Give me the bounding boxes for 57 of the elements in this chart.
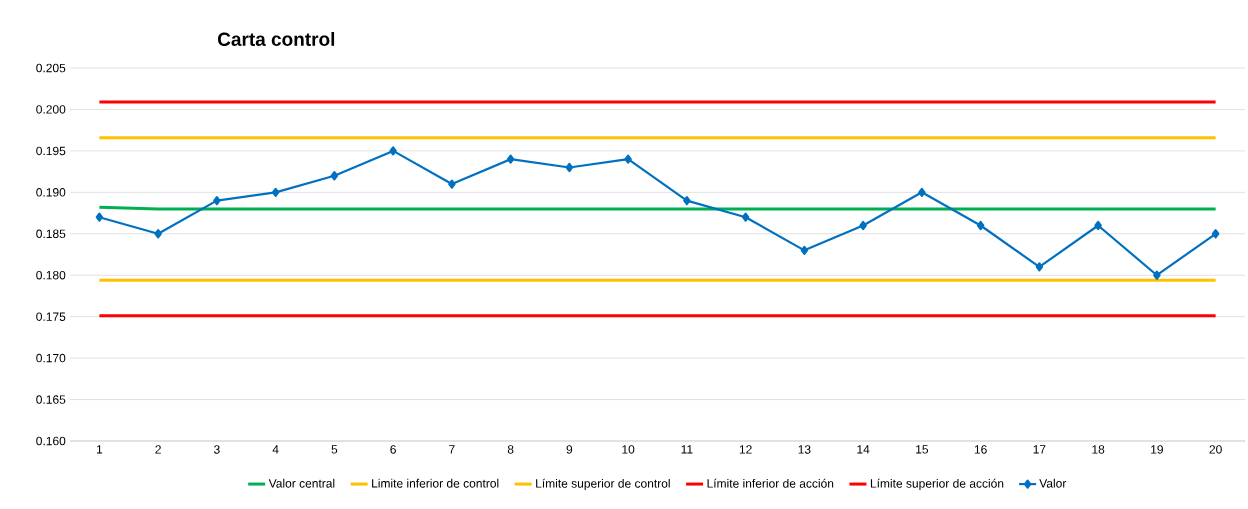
legend-label: Limite inferior de control: [372, 478, 499, 488]
x-tick-label: 11: [681, 445, 693, 454]
x-tick-label: 12: [739, 445, 752, 454]
x-tick-label: 6: [390, 445, 396, 454]
x-tick-label: 15: [916, 445, 929, 454]
x-tick-label: 3: [213, 445, 220, 454]
y-tick-label: 0.195: [36, 146, 66, 156]
legend-label: Valor: [1039, 478, 1067, 488]
point: [330, 171, 339, 181]
point: [1153, 270, 1161, 280]
point: [271, 187, 280, 197]
x-tick-label: 18: [1092, 445, 1105, 454]
legend-label: Límite superior de acción: [870, 478, 1004, 491]
point: [448, 179, 456, 189]
x-tick-label: 4: [272, 445, 279, 454]
point: [859, 220, 867, 231]
point: [506, 154, 515, 164]
point: [1035, 262, 1044, 272]
y-tick-label: 0.165: [36, 395, 66, 404]
y-tick-label: 0.160: [36, 436, 66, 446]
point: [565, 162, 574, 173]
point: [213, 196, 221, 206]
y-tick-label: 0.200: [36, 105, 66, 114]
point: [1211, 229, 1220, 239]
x-tick-label: 13: [798, 445, 811, 454]
point: [741, 212, 750, 222]
y-tick-label: 0.190: [36, 188, 66, 197]
point: [624, 154, 632, 164]
x-tick-label: 2: [155, 445, 161, 454]
chart-title: Carta control: [217, 32, 335, 46]
point: [918, 187, 926, 197]
x-tick-label: 7: [449, 445, 455, 454]
x-tick-label: 1: [96, 445, 103, 454]
point: [683, 196, 691, 206]
point: [95, 212, 104, 222]
x-tick-label: 16: [974, 445, 987, 454]
point: [976, 220, 985, 231]
x-tick-label: 10: [622, 445, 635, 454]
y-tick-label: 0.185: [36, 229, 66, 239]
point: [389, 146, 397, 156]
x-tick-label: 17: [1033, 445, 1046, 454]
x-tick-label: 5: [331, 445, 338, 454]
y-tick-label: 0.170: [36, 353, 66, 363]
point: [154, 229, 162, 239]
legend-label: Límite inferior de acción: [707, 478, 834, 488]
x-tick-label: 20: [1209, 445, 1222, 454]
y-tick-label: 0.175: [36, 312, 66, 321]
x-tick-label: 8: [507, 445, 514, 454]
point: [1094, 220, 1102, 231]
x-tick-label: 19: [1151, 445, 1163, 454]
legend-label: Valor central: [268, 478, 335, 488]
y-tick-label: 0.180: [36, 270, 66, 280]
y-tick-label: 0.205: [36, 63, 66, 73]
legend-label: Límite superior de control: [536, 478, 670, 491]
point: [800, 245, 809, 255]
x-tick-label: 14: [857, 445, 870, 454]
x-tick-label: 9: [566, 445, 573, 454]
